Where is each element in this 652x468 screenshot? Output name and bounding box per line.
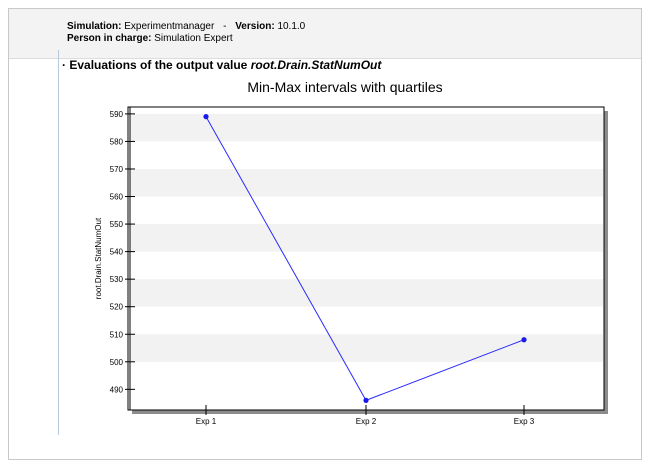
y-tick-label: 540 bbox=[110, 248, 124, 257]
y-tick-label: 560 bbox=[110, 193, 124, 202]
data-point bbox=[363, 397, 369, 403]
section-bullet: · bbox=[62, 58, 66, 72]
grid-band bbox=[130, 168, 603, 197]
version-value: 10.1.0 bbox=[277, 21, 306, 32]
chart-title: Min-Max intervals with quartiles bbox=[247, 79, 443, 95]
version-label: Version: bbox=[235, 21, 275, 32]
grid-band bbox=[130, 279, 603, 307]
y-tick-label: 590 bbox=[110, 110, 124, 119]
x-tick-label: Exp 1 bbox=[196, 417, 217, 426]
grid-band bbox=[130, 334, 603, 362]
data-point bbox=[521, 337, 527, 343]
grid-band bbox=[130, 224, 603, 252]
header-separator: - bbox=[223, 21, 227, 32]
y-tick-label: 580 bbox=[110, 137, 124, 146]
y-tick-label: 520 bbox=[110, 303, 124, 312]
simulation-value: Experimentmanager bbox=[124, 21, 215, 32]
simulation-info-line: Simulation: Experimentmanager - Version:… bbox=[67, 21, 305, 33]
y-tick-label: 510 bbox=[110, 330, 124, 339]
person-info-line: Person in charge: Simulation Expert bbox=[67, 33, 233, 45]
y-tick-label: 550 bbox=[110, 220, 124, 229]
report-header: Simulation: Experimentmanager - Version:… bbox=[9, 9, 641, 59]
simulation-label: Simulation: bbox=[67, 21, 122, 32]
grid-band bbox=[130, 113, 603, 142]
data-point bbox=[203, 114, 209, 120]
plot-area bbox=[128, 107, 604, 410]
x-tick-label: Exp 2 bbox=[356, 417, 377, 426]
y-tick-label: 530 bbox=[110, 275, 124, 284]
section-title-prefix: Evaluations of the output value bbox=[69, 58, 248, 72]
y-tick-label: 500 bbox=[110, 358, 124, 367]
section-title: · Evaluations of the output value root.D… bbox=[62, 58, 381, 72]
section-rule bbox=[58, 50, 59, 435]
x-tick-label: Exp 3 bbox=[514, 417, 535, 426]
y-axis-label: root.Drain.StatNumOut bbox=[94, 217, 103, 299]
y-tick-label: 490 bbox=[110, 385, 124, 394]
section-variable: root.Drain.StatNumOut bbox=[250, 58, 382, 72]
person-label: Person in charge: bbox=[67, 33, 152, 44]
y-tick-label: 570 bbox=[110, 165, 124, 174]
person-value: Simulation Expert bbox=[154, 33, 233, 44]
